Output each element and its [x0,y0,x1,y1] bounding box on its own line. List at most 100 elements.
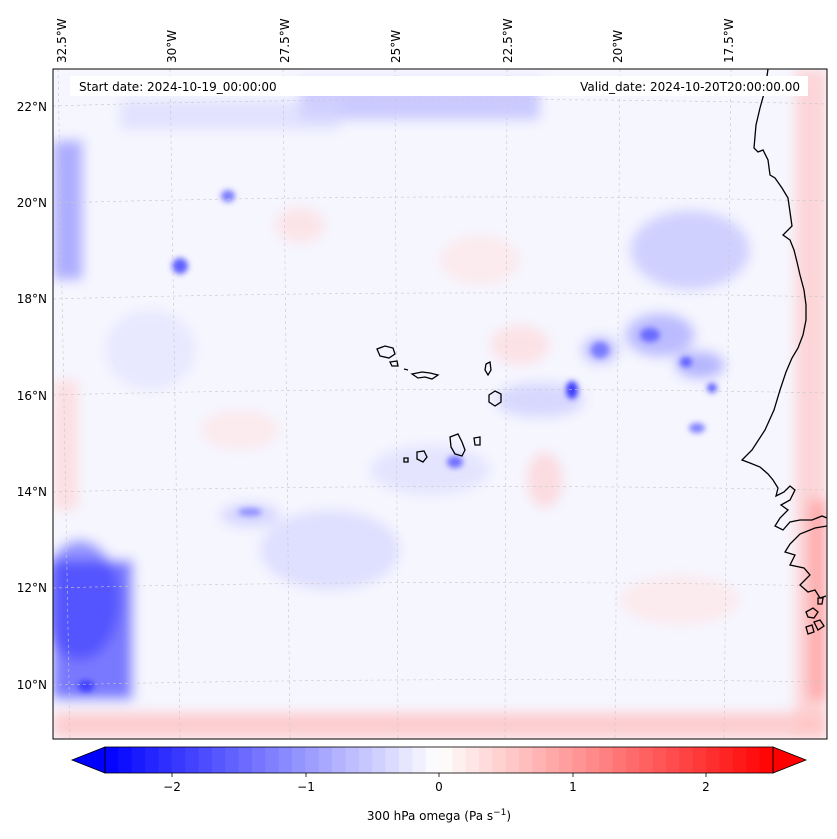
colorbar-ticks [171,773,707,777]
colorbar-segment [759,747,774,773]
colorbar-segment [251,747,266,773]
colorbar-segment [612,747,627,773]
date-header-background [70,76,808,96]
island-santa-luzia [403,368,409,371]
island-boa-vista [488,390,502,407]
colorbar-segment [305,747,320,773]
latitude-labels: 22°N 20°N 18°N 16°N 14°N 12°N 10°N [17,100,47,692]
colorbar-segments [105,747,774,773]
island-fogo [416,450,428,463]
colorbar-label-exponent: −1 [493,808,506,818]
colorbar-segment [198,747,213,773]
colorbar-segment [692,747,707,773]
colorbar-segment [358,747,373,773]
colorbar-segment [385,747,400,773]
lat-label-14n: 14°N [17,485,47,499]
colorbar-segment [118,747,133,773]
colorbar-segment [599,747,614,773]
africa-coastline [740,69,827,599]
colorbar-segment [679,747,694,773]
island-bijagos-4 [817,597,824,605]
colorbar-segment [145,747,160,773]
colorbar-segment [719,747,734,773]
date-header: Start date: 2024-10-19_00:00:00 Valid_da… [70,76,808,96]
colorbar-segment [626,747,640,773]
island-maio [473,436,481,446]
colorbar-tick-label-neg2: −2 [163,780,181,794]
island-sal [484,361,492,377]
start-date-text: Start date: 2024-10-19_00:00:00 [79,80,277,94]
colorbar-segment [185,747,200,773]
island-bijagos-3 [805,624,815,635]
colorbar-segment [131,747,146,773]
island-sao-nicolau [410,371,440,380]
colorbar-tick-label-neg1: −1 [297,780,315,794]
valid-date-text: Valid_date: 2024-10-20T20:00:00.00 [580,80,800,94]
colorbar-tick-label-1: 1 [569,780,577,794]
colorbar-segment [158,747,173,773]
lat-label-16n: 16°N [17,389,47,403]
lat-label-22n: 22°N [17,100,47,114]
island-bijagos-1 [805,607,819,619]
colorbar-segment [452,747,467,773]
island-bijagos-2 [813,619,825,631]
lon-label-27-5w: 27.5°W [278,18,292,63]
colorbar-segment [585,747,600,773]
colorbar-tick-label-2: 2 [702,780,710,794]
island-santiago [449,433,466,457]
island-sao-vicente [389,360,399,367]
colorbar-label: 300 hPa omega (Pa s−1) [367,808,511,823]
colorbar-segment [479,747,494,773]
colorbar-segment [425,747,440,773]
colorbar-max-extend-arrow [772,746,808,774]
colorbar-segment [746,747,761,773]
lat-label-20n: 20°N [17,196,47,210]
colorbar-segment [332,747,347,773]
colorbar-segment [265,747,280,773]
map-panel [53,69,827,739]
lat-label-10n: 10°N [17,678,47,692]
colorbar-segment [706,747,721,773]
colorbar-label-end: ) [506,809,511,823]
colorbar-segment [572,747,587,773]
colorbar-segment [225,747,240,773]
colorbar-tick-label-0: 0 [435,780,443,794]
island-brava [403,457,409,463]
longitude-labels: 32.5°W 30°W 27.5°W 25°W 22.5°W 20°W 17.5… [55,18,736,63]
colorbar-segment [398,747,413,773]
colorbar-segment [545,747,560,773]
colorbar-segment [639,747,654,773]
lat-label-12n: 12°N [17,581,47,595]
colorbar-segment [559,747,574,773]
colorbar-segment [171,747,186,773]
colorbar-segment [492,747,507,773]
colorbar-segment [292,747,306,773]
colorbar-segment [505,747,520,773]
lon-label-20w: 20°W [611,30,625,63]
colorbar-segment [318,747,333,773]
lon-label-32-5w: 32.5°W [55,18,69,63]
omega-cores [78,190,717,692]
colorbar-segment [412,747,427,773]
colorbar-segment [278,747,293,773]
colorbar-segment [439,747,453,773]
colorbar-segment [238,747,253,773]
gridlines [53,69,827,739]
colorbar-segment [345,747,360,773]
lon-label-22-5w: 22.5°W [501,18,515,63]
colorbar-segment [211,747,226,773]
map-frame [52,68,828,740]
colorbar-segment [532,747,547,773]
colorbar-segment [652,747,667,773]
colorbar-segment [372,747,387,773]
coastline [376,69,827,635]
colorbar-segment [519,747,534,773]
island-santo-antao [376,345,396,359]
omega-field [53,69,827,739]
colorbar-segment [465,747,480,773]
lon-label-25w: 25°W [389,30,403,63]
colorbar-segment [105,747,119,773]
colorbar-segment [732,747,747,773]
lat-label-18n: 18°N [17,292,47,306]
lon-label-17-5w: 17.5°W [722,18,736,63]
